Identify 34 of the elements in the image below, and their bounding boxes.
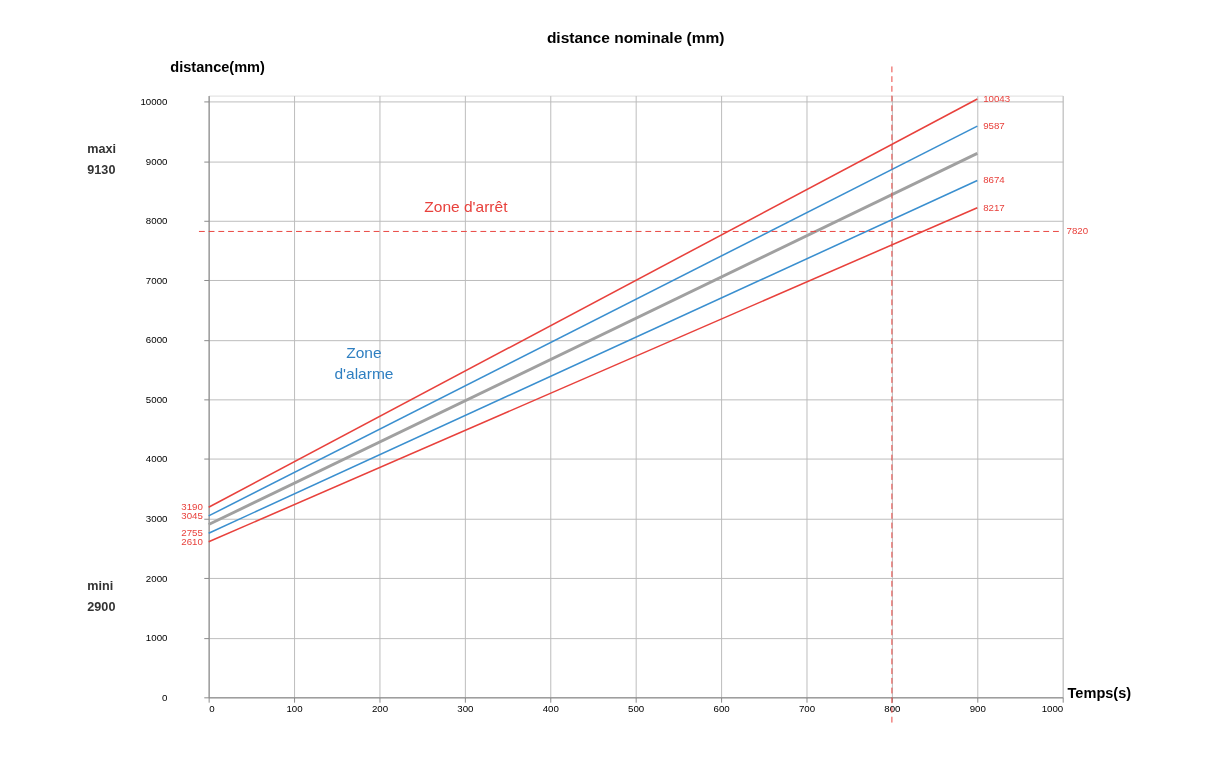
x-tick-label: 100 <box>286 703 304 715</box>
data-label: 8674 <box>983 174 1006 186</box>
y-tick-label: 10000 <box>140 95 169 107</box>
y-tick-label: 4000 <box>145 453 169 465</box>
y-tick-label: 3000 <box>145 513 169 524</box>
x-tick-label: 1000 <box>1041 703 1064 715</box>
y-tick-label: 0 <box>162 691 169 703</box>
x-tick-label: 300 <box>457 703 475 715</box>
y-tick-label: 7000 <box>145 274 169 286</box>
x-tick-label: 200 <box>371 703 389 715</box>
y-tick-label: 6000 <box>145 334 169 346</box>
chart-title: distance nominale (mm) <box>546 29 725 47</box>
annotation: Zone d'alarme <box>334 343 394 382</box>
y-axis-title: distance(mm) <box>170 58 266 75</box>
y-tick-label: 9000 <box>145 155 169 167</box>
annotation: Zone d'arrêt <box>424 198 509 216</box>
y-tick-label: 5000 <box>145 393 169 405</box>
x-tick-label: 900 <box>969 703 987 715</box>
x-tick-label: 0 <box>209 703 216 715</box>
y-tick-label: 8000 <box>145 215 169 227</box>
x-axis-title: Temps(s) <box>1067 684 1132 701</box>
x-tick-label: 400 <box>542 703 560 715</box>
ref-line-label: 7820 <box>1066 225 1089 237</box>
y-tick-label: 2000 <box>145 572 169 584</box>
x-tick-label: 700 <box>798 703 816 715</box>
data-label: 10043 <box>983 92 1011 104</box>
data-label: 8217 <box>983 201 1005 213</box>
text: mini 2900 <box>87 578 116 614</box>
data-label: 9587 <box>983 120 1005 132</box>
x-tick-label: 600 <box>713 703 731 715</box>
y-tick-label: 1000 <box>145 632 169 644</box>
x-tick-label: 800 <box>884 703 902 715</box>
x-tick-label: 500 <box>628 703 645 715</box>
text: maxi 9130 <box>87 141 117 178</box>
